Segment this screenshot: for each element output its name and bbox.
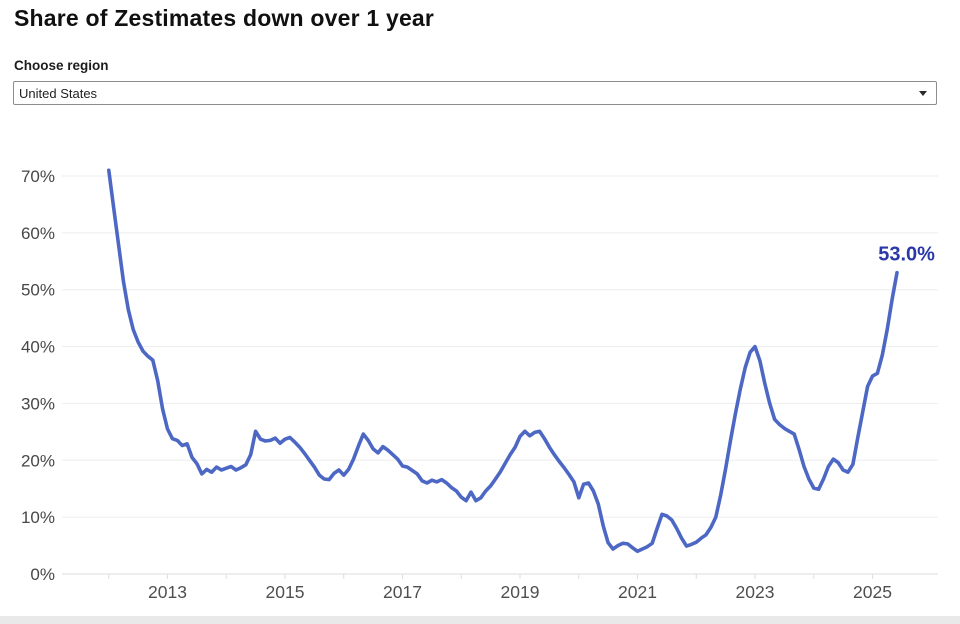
x-axis-tick-label: 2015 [266, 582, 305, 602]
trend-line [107, 168, 899, 554]
x-axis-tick-label: 2021 [618, 582, 657, 602]
bottom-divider [0, 616, 960, 624]
x-axis-tick-label: 2013 [148, 582, 187, 602]
region-select-value: United States [19, 85, 98, 101]
region-select-label: Choose region [14, 58, 109, 73]
page-title: Share of Zestimates down over 1 year [14, 5, 435, 31]
y-axis-tick-label: 20% [21, 451, 55, 470]
y-axis-tick-label: 60% [21, 224, 55, 243]
region-select[interactable]: United States [13, 81, 937, 105]
chevron-down-icon [919, 90, 927, 96]
x-axis-tick-label: 2019 [501, 582, 540, 602]
y-axis-tick-label: 40% [21, 338, 55, 357]
y-axis-tick-label: 50% [21, 281, 55, 300]
y-axis-tick-label: 0% [30, 565, 55, 584]
x-axis-tick-label: 2025 [853, 582, 892, 602]
y-axis-tick-label: 70% [21, 167, 55, 186]
x-axis-tick-label: 2017 [383, 582, 422, 602]
latest-value-label: 53.0% [878, 244, 935, 266]
x-axis-tick-label: 2023 [736, 582, 775, 602]
y-axis-tick-label: 30% [21, 394, 55, 413]
y-axis-tick-label: 10% [21, 508, 55, 527]
